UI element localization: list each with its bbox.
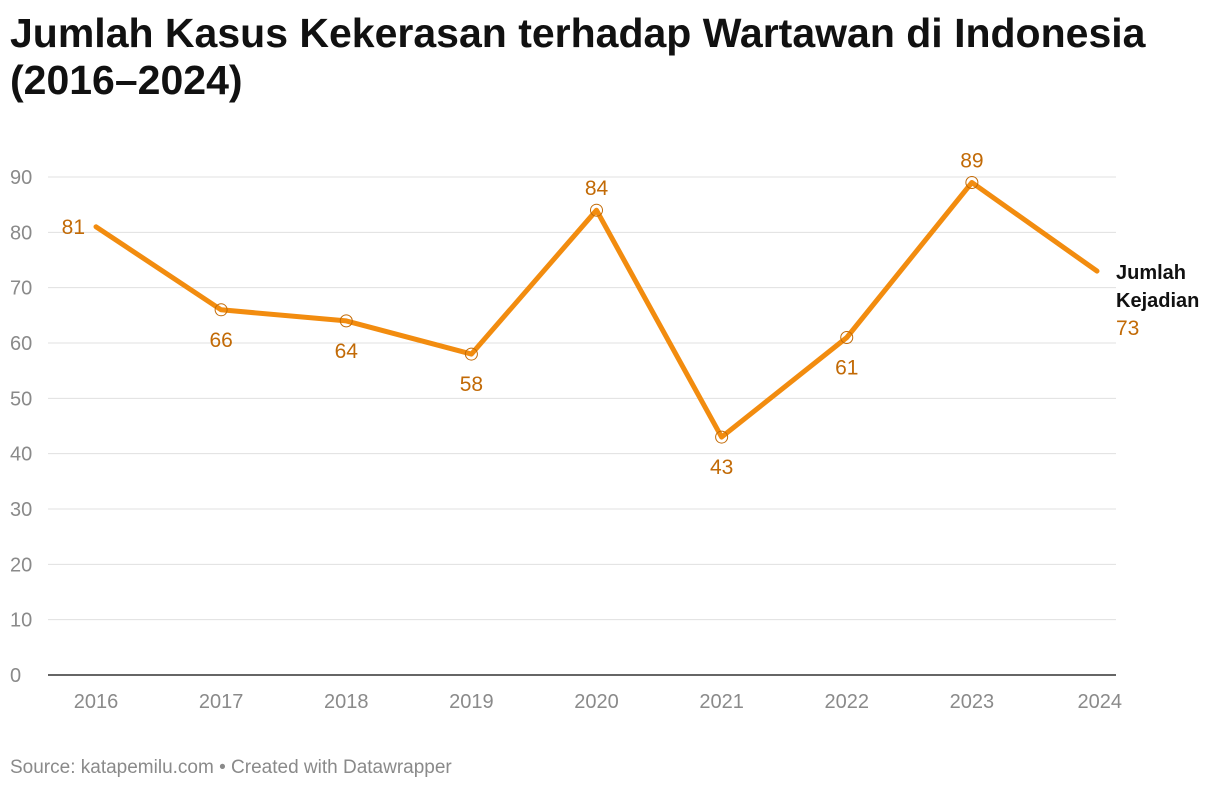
data-label: 89 [960,150,983,173]
data-label: 81 [62,216,85,239]
data-label: 84 [585,177,609,200]
source-footer: Source: katapemilu.com • Created with Da… [10,757,452,779]
point-marker [965,176,979,190]
point-markers [214,176,979,444]
data-label: 66 [209,329,232,352]
data-label: 61 [835,356,858,379]
x-tick-label: 2017 [199,691,244,713]
created-with-credit: Created with Datawrapper [231,757,452,778]
data-label: 43 [710,456,733,479]
x-tick-label: 2021 [699,691,744,713]
y-tick-label: 10 [10,610,32,632]
footer-separator: • [219,757,226,778]
x-tick-label: 2020 [574,691,619,713]
point-marker [590,203,603,217]
chart-title: Jumlah Kasus Kekerasan terhadap Wartawan… [10,10,1146,103]
x-tick-label: 2018 [324,691,369,713]
source-name: katapemilu.com [80,757,214,778]
y-tick-label: 90 [10,167,32,189]
y-tick-label: 80 [10,222,32,244]
data-label: 58 [460,373,483,396]
x-axis-tick-labels: 2016 2017 2018 2019 2020 2021 2022 2023 2024 [74,691,1122,713]
point-marker [715,430,729,444]
x-tick-label: 2024 [1078,691,1123,713]
gridlines [48,176,1116,621]
x-tick-label: 2019 [449,691,494,713]
data-labels: 81 66 64 58 84 43 61 89 73 [62,150,1140,480]
y-axis-tick-labels: 0 10 20 30 40 50 60 70 80 90 [10,167,32,687]
y-tick-label: 70 [10,278,32,300]
point-marker [339,314,353,328]
point-marker [840,330,854,344]
y-tick-label: 50 [10,388,32,410]
y-tick-label: 30 [10,499,32,521]
x-tick-label: 2023 [950,691,995,713]
point-marker [214,303,228,317]
y-tick-label: 0 [10,665,21,687]
y-tick-label: 40 [10,444,32,466]
y-tick-label: 20 [10,554,32,576]
data-label: 64 [335,340,359,363]
y-tick-label: 60 [10,333,32,355]
series-name-label: Jumlah Kejadian [1116,262,1199,312]
point-marker [464,347,478,361]
x-tick-label: 2016 [74,691,119,713]
series-name-line: Kejadian [1116,290,1199,312]
source-label: Source: [10,757,76,778]
x-tick-label: 2022 [825,691,870,713]
data-label: 73 [1116,317,1139,340]
series-name-line: Jumlah [1116,262,1186,284]
series-line [93,180,1100,440]
